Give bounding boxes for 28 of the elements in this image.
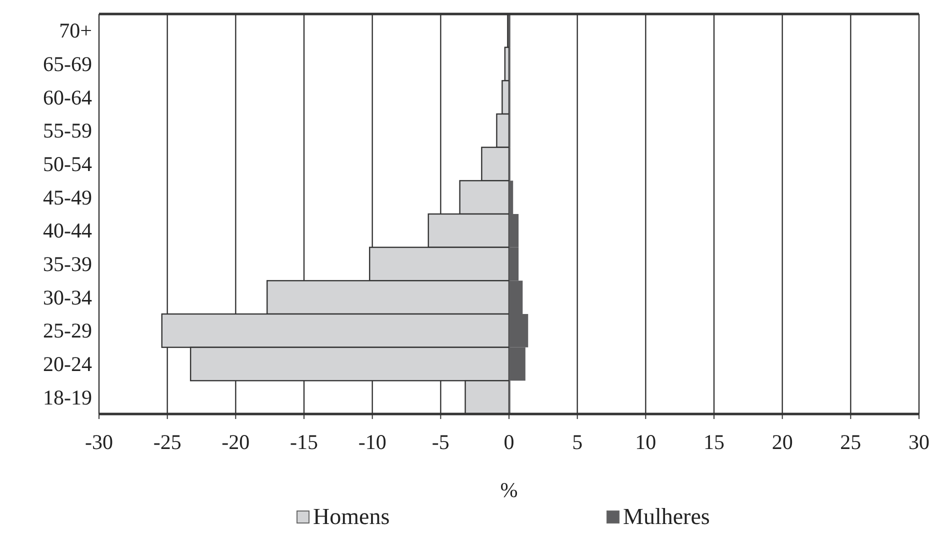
y-tick-label: 70+	[59, 18, 92, 43]
legend-label: Homens	[313, 504, 390, 529]
x-tick-label: -15	[290, 430, 318, 454]
y-tick-label: 50-54	[43, 152, 92, 176]
x-tick-label: -5	[432, 430, 450, 454]
x-tick-label: -10	[358, 430, 386, 454]
legend-label: Mulheres	[623, 504, 710, 529]
y-tick-label: 55-59	[43, 118, 92, 143]
y-tick-label: 35-39	[43, 252, 92, 276]
x-axis-title: %	[500, 478, 518, 502]
y-tick-label: 60-64	[43, 85, 92, 110]
x-tick-label: 20	[772, 430, 793, 454]
x-tick-label: 30	[908, 430, 930, 454]
y-tick-label: 25-29	[43, 318, 92, 343]
y-tick-label: 20-24	[43, 352, 92, 376]
x-tick-label: 15	[704, 430, 724, 454]
x-tick-label: -20	[222, 430, 250, 454]
y-tick-label: 65-69	[43, 52, 92, 76]
x-tick-label: 25	[840, 430, 862, 454]
x-tick-label: 0	[504, 430, 514, 454]
x-tick-label: -30	[85, 430, 113, 454]
y-tick-label: 18-19	[43, 385, 92, 410]
x-tick-label: 5	[572, 430, 583, 454]
x-tick-label: 10	[635, 430, 656, 454]
x-tick-label: -25	[153, 430, 182, 454]
y-tick-label: 30-34	[43, 285, 92, 310]
y-tick-label: 40-44	[43, 218, 92, 243]
y-tick-label: 45-49	[43, 185, 92, 210]
